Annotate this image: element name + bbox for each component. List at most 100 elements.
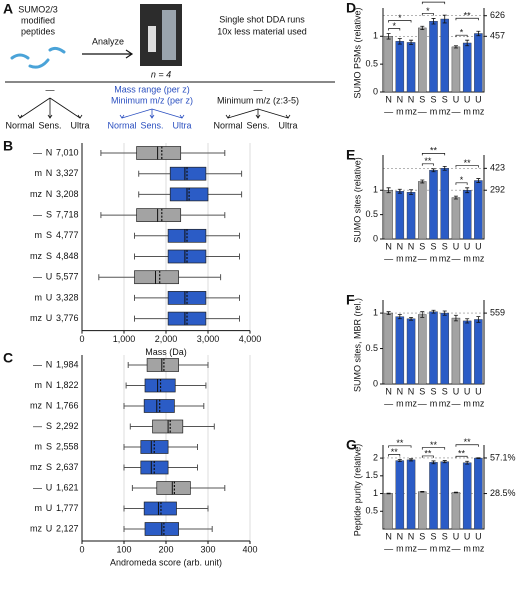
bar: [395, 41, 405, 93]
peptide: [48, 46, 66, 54]
significance-label: **: [464, 437, 472, 447]
tree-arrow: [49, 97, 83, 119]
bar: [384, 36, 393, 93]
row-count: 2,558: [56, 441, 79, 451]
subcategory-label: —: [384, 398, 393, 408]
subcategory-label: m: [396, 106, 404, 116]
y-tick-label: 0.5: [365, 59, 378, 69]
significance-bracket: [455, 182, 468, 185]
x-tick-label: 0: [79, 334, 84, 344]
category-label: N: [397, 531, 404, 541]
subcategory-label: m: [396, 543, 404, 553]
significance-label: **: [396, 438, 404, 448]
category-label: U: [453, 531, 460, 541]
y-axis-label: SUMO PSMs (relative): [352, 7, 362, 98]
subcategory-label: —: [384, 543, 393, 553]
bar: [384, 493, 393, 530]
mode-text: Sens.: [38, 120, 61, 130]
significance-label: **: [391, 447, 399, 457]
row-mod: —: [33, 359, 42, 369]
mode-text: Ultra: [172, 120, 191, 130]
tree-arrow: [225, 108, 259, 119]
subcategory-label: mz: [405, 106, 417, 116]
axes: [81, 355, 250, 542]
error-bar: [453, 45, 458, 49]
row-count: 3,328: [56, 292, 79, 302]
instrument: [140, 4, 182, 66]
panel-label: G: [346, 437, 357, 453]
bar: [418, 491, 427, 530]
category-label: S: [419, 386, 425, 396]
category-label: U: [453, 241, 460, 251]
error-bar: [442, 165, 447, 171]
error-bar: [431, 18, 436, 25]
y-axis-label: SUMO sites, MBR (rel.): [352, 298, 362, 392]
error-bar: [476, 178, 481, 183]
category-label: S: [442, 386, 448, 396]
subcategory-label: m: [463, 543, 471, 553]
subcategory-label: m: [396, 398, 404, 408]
box: [136, 146, 182, 160]
bar: [395, 460, 405, 530]
box: [134, 270, 179, 285]
bar: [418, 27, 427, 93]
box: [143, 501, 177, 516]
category-label: U: [464, 94, 471, 104]
significance-label: **: [458, 449, 466, 459]
error-bar: [420, 311, 425, 318]
row-mod: —: [33, 147, 42, 157]
error-bar: [431, 309, 436, 314]
row-mode: N: [46, 380, 53, 390]
bar: [384, 190, 393, 240]
row-mode: S: [46, 251, 52, 261]
error-bar: [409, 316, 414, 321]
bar: [406, 318, 416, 385]
error-bar: [397, 314, 402, 320]
y-tick-label: 0: [373, 233, 378, 243]
y-tick-label: 1: [373, 185, 378, 195]
box: [136, 208, 182, 222]
subcategory-label: —: [418, 543, 427, 553]
x-tick-label: 3,000: [197, 334, 220, 344]
subcategory-label: —: [418, 398, 427, 408]
row-count: 1,822: [56, 380, 79, 390]
category-label: S: [442, 241, 448, 251]
bar: [395, 316, 405, 385]
error-bar: [397, 38, 402, 45]
bar: [418, 181, 427, 240]
error-bar: [431, 460, 436, 465]
y-tick-label: 0.5: [365, 209, 378, 219]
bar: [474, 319, 483, 385]
significance-bracket: [421, 153, 446, 156]
bar: [406, 459, 416, 530]
error-bar: [476, 316, 481, 323]
subcategory-label: mz: [405, 398, 417, 408]
mode-text: Sens.: [246, 120, 269, 130]
arrow-text: Analyze: [92, 36, 124, 46]
row-count: 3,327: [56, 168, 79, 178]
subcategory-label: m: [430, 398, 438, 408]
error-bar: [465, 318, 470, 324]
category-label: N: [385, 241, 392, 251]
row-count: 1,777: [56, 503, 79, 513]
error-bar: [453, 491, 458, 494]
row-mode: S: [46, 421, 52, 431]
x-tick-label: 4,000: [239, 334, 262, 344]
y-tick-label: 1.5: [365, 470, 378, 480]
peptide-text: modified: [21, 15, 55, 25]
subcategory-label: mz: [439, 398, 451, 408]
bar: [451, 317, 461, 385]
error-bar: [386, 492, 391, 495]
tree-arrow: [47, 98, 53, 119]
error-bar: [409, 458, 414, 462]
tree-arrow: [255, 109, 261, 119]
peptide-icons: [10, 46, 66, 69]
bar: [429, 21, 438, 93]
bar: [474, 457, 483, 530]
x-axis-label: Andromeda score (arb. unit): [110, 557, 222, 567]
y-axis-label: Peptide purity (relative): [352, 444, 362, 537]
bar: [440, 168, 449, 240]
subcategory-label: mz: [405, 543, 417, 553]
bar: [462, 190, 472, 240]
